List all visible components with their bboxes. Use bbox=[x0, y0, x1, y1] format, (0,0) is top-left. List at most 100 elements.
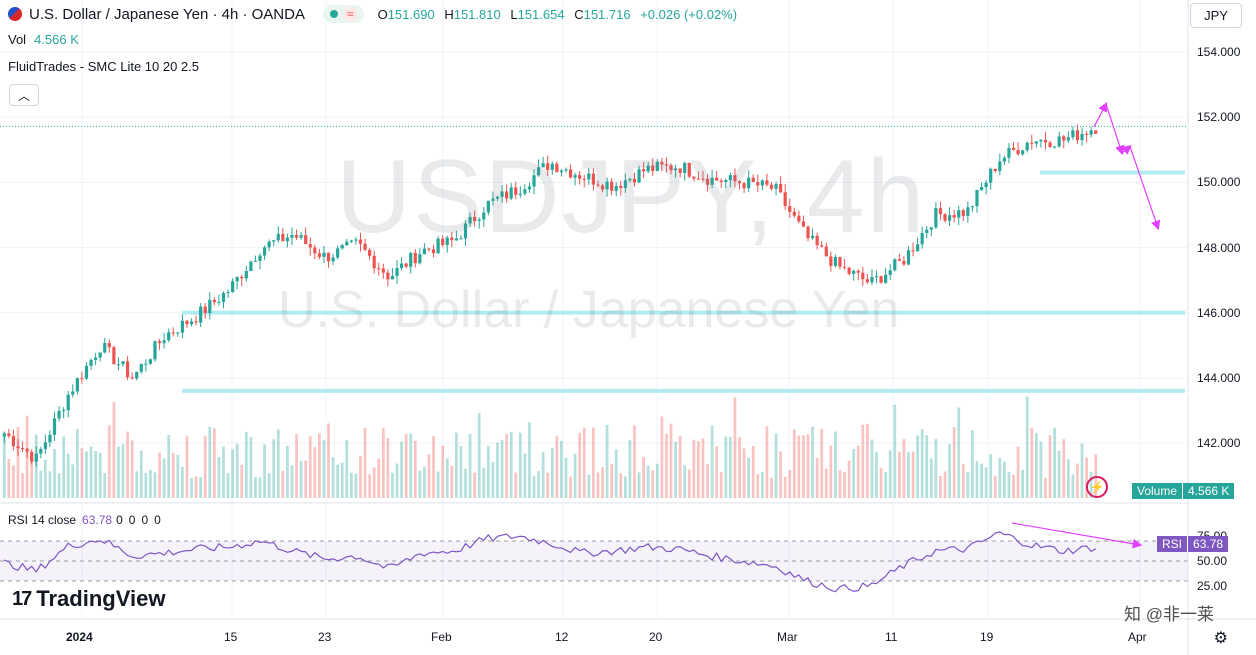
volume-bar bbox=[1048, 435, 1052, 498]
currency-button[interactable]: JPY bbox=[1190, 3, 1242, 28]
volume-bar bbox=[792, 429, 796, 498]
rsi-tick-label: 50.00 bbox=[1197, 554, 1228, 568]
candle-body bbox=[769, 184, 774, 189]
volume-bar bbox=[655, 463, 659, 498]
lightning-icon[interactable]: ⚡ bbox=[1086, 476, 1108, 498]
volume-bar bbox=[614, 449, 618, 498]
time-tick-label: Apr bbox=[1128, 630, 1147, 644]
volume-bar bbox=[674, 441, 677, 498]
candle-body bbox=[669, 165, 673, 171]
volume-bar bbox=[98, 452, 102, 498]
volume-legend-value: 4.566 K bbox=[34, 32, 79, 47]
candle-body bbox=[710, 177, 714, 185]
candle-body bbox=[870, 277, 874, 283]
volume-bar bbox=[870, 439, 874, 498]
volume-bar bbox=[386, 438, 390, 498]
candle-body bbox=[929, 227, 933, 230]
rsi-pane bbox=[0, 531, 1188, 593]
candle-body bbox=[413, 252, 417, 264]
candle-body bbox=[317, 253, 321, 257]
candle-body bbox=[208, 299, 212, 313]
candle-body bbox=[509, 187, 513, 199]
candle-body bbox=[290, 235, 294, 238]
volume-bar bbox=[16, 426, 20, 498]
volume-bar bbox=[395, 463, 399, 498]
rsi-legend[interactable]: RSI 14 close 63.78 0 0 0 0 bbox=[8, 513, 161, 527]
candle-body bbox=[705, 178, 710, 185]
projection-arrows bbox=[1011, 102, 1161, 549]
candle-body bbox=[148, 359, 153, 364]
candle-body bbox=[281, 233, 285, 242]
volume-bar bbox=[920, 429, 924, 498]
volume-bar bbox=[724, 436, 728, 498]
volume-bar bbox=[888, 450, 892, 498]
volume-bar bbox=[929, 458, 933, 498]
volume-bar bbox=[678, 435, 682, 498]
collapse-legend-button[interactable]: ︿ bbox=[9, 84, 39, 106]
volume-bar bbox=[254, 477, 257, 498]
indicator-legend[interactable]: FluidTrades - SMC Lite 10 20 2.5 bbox=[8, 59, 199, 74]
volume-bar bbox=[313, 447, 317, 498]
candle-body bbox=[518, 193, 522, 195]
volume-bar bbox=[820, 428, 824, 498]
candle-body bbox=[336, 248, 340, 258]
volume-bar bbox=[742, 448, 746, 498]
candle-body bbox=[614, 185, 618, 191]
volume-bar bbox=[943, 471, 947, 498]
volume-bar bbox=[642, 456, 645, 498]
volume-bar bbox=[94, 450, 97, 498]
candle-body bbox=[235, 276, 239, 282]
volume-bar bbox=[468, 433, 472, 498]
volume-bar bbox=[907, 452, 910, 498]
volume-bar bbox=[432, 436, 435, 498]
candle-body bbox=[760, 180, 764, 186]
volume-bar bbox=[263, 444, 266, 498]
volume-bar bbox=[181, 466, 184, 498]
candle-body bbox=[824, 246, 828, 257]
volume-bar bbox=[130, 440, 134, 498]
candle-body bbox=[16, 446, 20, 449]
volume-bar bbox=[843, 472, 846, 498]
tradingview-mark-icon: 17 bbox=[12, 587, 32, 610]
candle-body bbox=[43, 442, 47, 449]
candle-body bbox=[810, 235, 815, 239]
candle-body bbox=[272, 240, 276, 242]
volume-tag: Volume 4.566 K bbox=[1132, 483, 1235, 499]
candle-body bbox=[610, 181, 614, 191]
volume-bar bbox=[327, 423, 330, 498]
volume-bar bbox=[372, 467, 376, 498]
candle-body bbox=[998, 161, 1002, 172]
volume-bar bbox=[518, 432, 522, 498]
candle-body bbox=[724, 180, 728, 182]
candle-body bbox=[815, 235, 819, 246]
candle-body bbox=[463, 223, 468, 239]
candle-body bbox=[989, 168, 993, 183]
candle-body bbox=[783, 192, 787, 207]
volume-bar bbox=[322, 440, 326, 498]
candle-body bbox=[1030, 142, 1034, 144]
volume-bar bbox=[299, 460, 303, 498]
candle-body bbox=[1043, 139, 1048, 143]
volume-bar bbox=[532, 476, 536, 498]
volume-bar bbox=[811, 426, 814, 498]
candle-body bbox=[445, 237, 449, 245]
volume-bar bbox=[244, 431, 248, 498]
candle-body bbox=[1066, 137, 1070, 141]
symbol-title[interactable]: U.S. Dollar / Japanese Yen · 4h · OANDA bbox=[29, 5, 305, 23]
candle-body bbox=[500, 191, 504, 197]
volume-bar bbox=[212, 428, 216, 498]
market-status-pill[interactable]: ≈ bbox=[322, 5, 364, 23]
volume-bar bbox=[48, 471, 52, 498]
volume-bar bbox=[966, 471, 970, 498]
volume-legend[interactable]: Vol 4.566 K bbox=[8, 32, 79, 47]
volume-bar bbox=[838, 470, 842, 498]
candle-body bbox=[660, 161, 664, 165]
volume-bar bbox=[560, 440, 563, 498]
candle-body bbox=[1007, 147, 1011, 158]
volume-bar bbox=[824, 468, 828, 498]
settings-gear-icon[interactable]: ⚙ bbox=[1213, 630, 1228, 647]
time-tick-label: 23 bbox=[318, 630, 332, 644]
tradingview-logo[interactable]: 17 TradingView bbox=[12, 586, 166, 612]
candle-body bbox=[258, 255, 262, 261]
